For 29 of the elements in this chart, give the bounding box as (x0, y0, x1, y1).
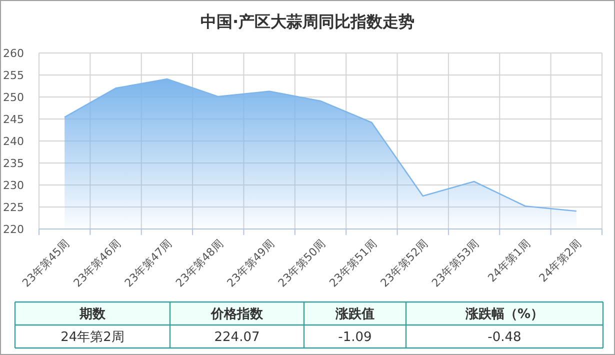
x-tick-label: 23年第53周 (429, 237, 482, 290)
text: 涨跌幅（%） (464, 307, 544, 322)
x-tick-label: 24年第2周 (536, 237, 584, 285)
y-tick-label: 220 (3, 223, 24, 236)
x-tick-label: 23年第50周 (276, 237, 328, 290)
y-tick-label: 255 (3, 69, 24, 82)
text: 224.07 (214, 330, 260, 345)
y-tick-label: 250 (3, 91, 24, 104)
y-tick-label: 230 (3, 179, 24, 192)
x-tick-label: 23年第46周 (71, 237, 124, 290)
x-tick-label: 23年第47周 (122, 237, 175, 290)
text: -1.09 (338, 330, 372, 345)
x-tick-label: 23年第48周 (173, 237, 226, 290)
y-tick-label: 260 (3, 47, 24, 60)
text: 期数 (78, 307, 106, 322)
text: 价格指数 (210, 307, 264, 322)
y-tick-label: 235 (3, 157, 24, 170)
chart-title: 中国·产区大蒜周同比指数走势 (200, 12, 415, 31)
y-tick-label: 225 (3, 201, 24, 214)
text: 涨跌值 (334, 307, 374, 322)
x-tick-label: 23年第51周 (326, 237, 380, 290)
text: 24年第2周 (60, 330, 124, 345)
text: -0.48 (488, 330, 522, 345)
x-tick-label: 23年第45周 (20, 237, 72, 290)
x-tick-label: 23年第52周 (378, 237, 430, 290)
x-tick-label: 24年第1周 (485, 237, 533, 285)
x-tick-label: 23年第49周 (224, 237, 277, 290)
y-tick-label: 240 (3, 135, 24, 148)
y-tick-label: 245 (3, 113, 24, 126)
